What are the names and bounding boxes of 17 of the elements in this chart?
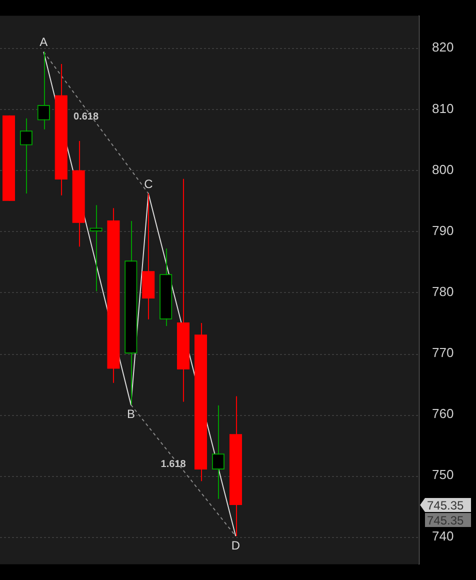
text: 745.35 bbox=[427, 498, 464, 512]
annotation: A bbox=[40, 35, 48, 50]
y-tick-label: 740 bbox=[432, 528, 454, 544]
y-tick-label: 820 bbox=[432, 40, 454, 55]
y-tick-label: 760 bbox=[432, 406, 454, 422]
series-label: 0.618 bbox=[74, 111, 99, 122]
y-tick-label: 770 bbox=[432, 345, 454, 360]
y-tick-label: 810 bbox=[432, 100, 454, 116]
annotation: D bbox=[231, 538, 240, 552]
annotation: C bbox=[144, 176, 154, 191]
annotation: B bbox=[126, 407, 135, 422]
text: 745.35 bbox=[427, 513, 464, 528]
y-tick-label: 780 bbox=[432, 284, 454, 300]
y-tick-label: 800 bbox=[432, 162, 454, 177]
y-tick-label: 750 bbox=[432, 467, 454, 482]
y-tick-label: 790 bbox=[432, 222, 454, 238]
series-label: 1.618 bbox=[160, 459, 186, 470]
